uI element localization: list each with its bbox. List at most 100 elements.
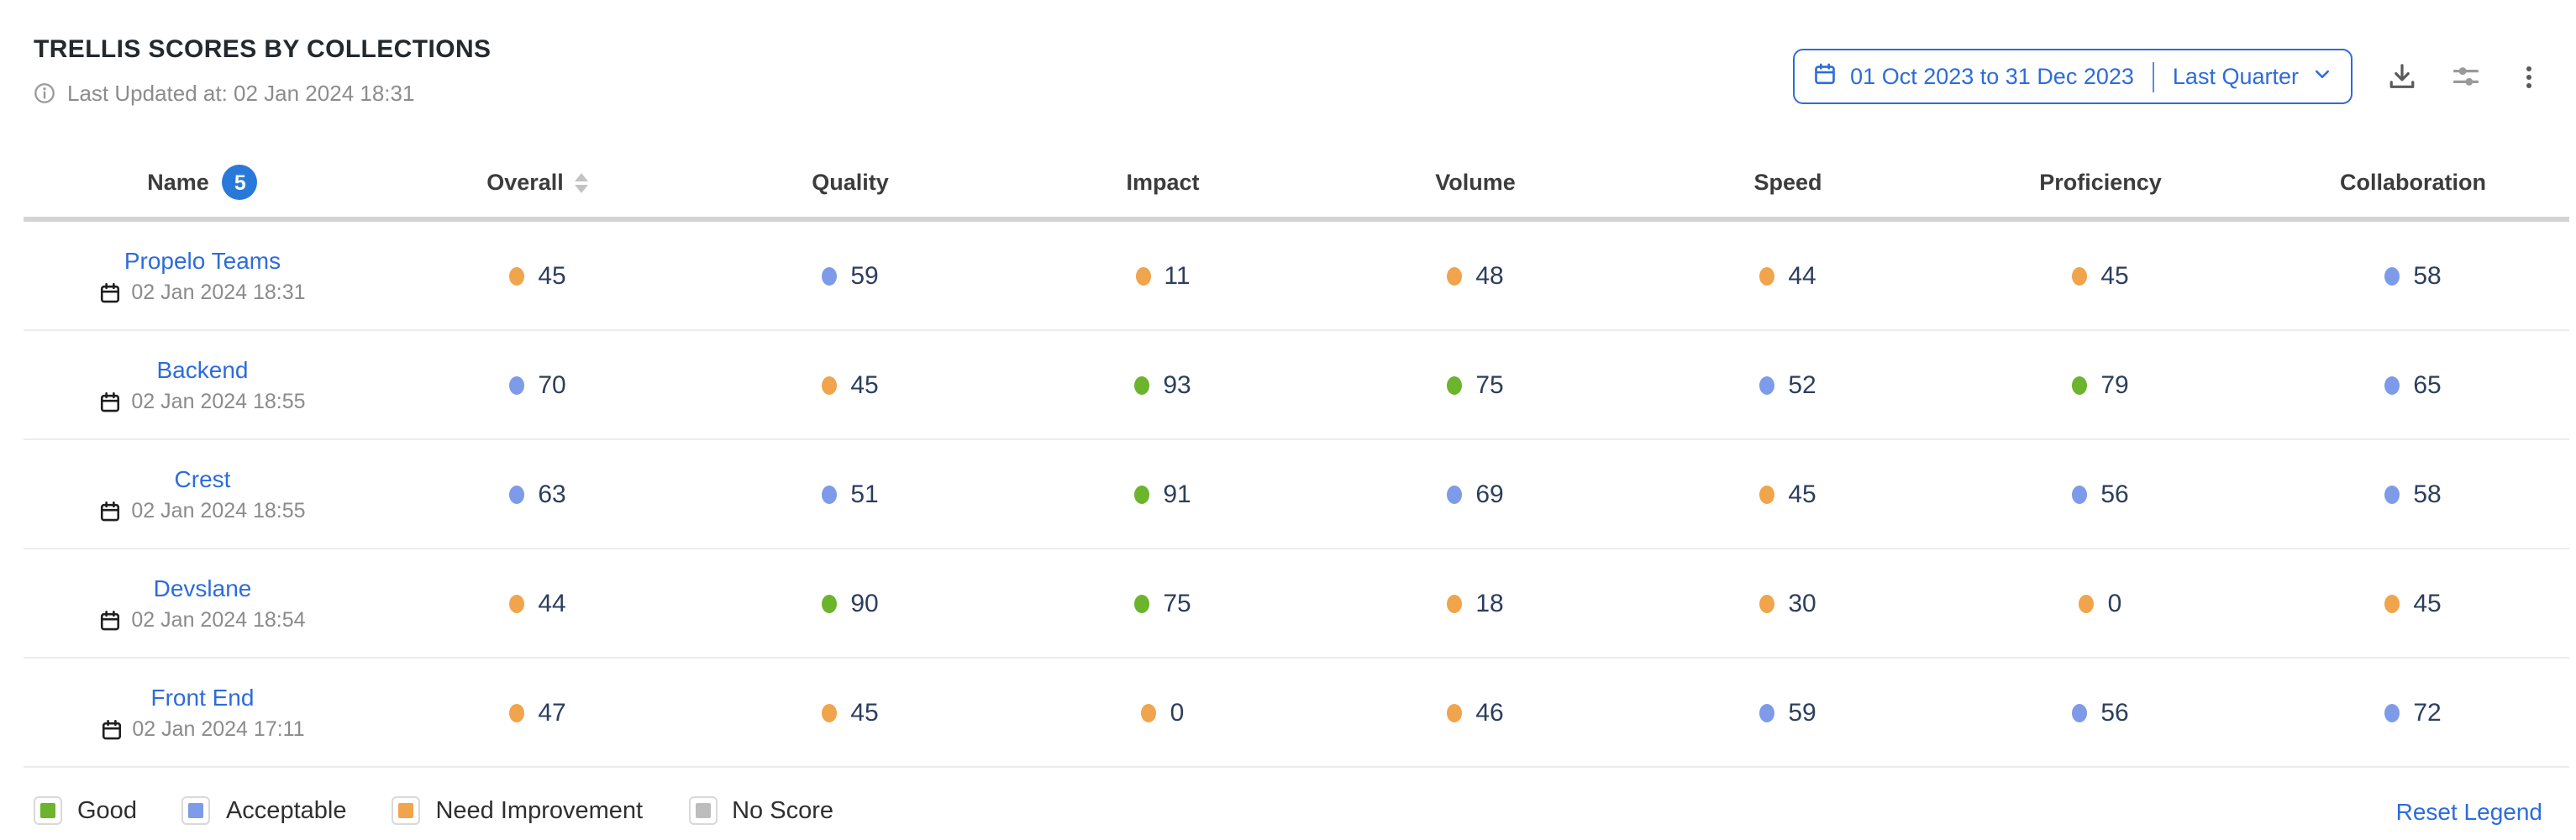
row-count-badge: 5 (222, 165, 258, 200)
score-value: 58 (2413, 480, 2442, 508)
score-value: 79 (2100, 370, 2129, 399)
score-dot (1134, 375, 1150, 394)
column-header-speed: Speed (1632, 170, 1944, 195)
score-dot (1447, 703, 1463, 722)
column-label: Collaboration (2340, 170, 2486, 195)
legend-label: Need Improvement (435, 797, 644, 824)
column-label: Overall (486, 170, 564, 195)
score-value: 44 (1788, 261, 1816, 290)
score-dot (1134, 594, 1150, 612)
score-dot (1447, 266, 1463, 285)
score-dot (2384, 375, 2400, 394)
info-icon[interactable] (34, 82, 55, 104)
column-header-collaboration: Collaboration (2257, 170, 2569, 195)
reset-legend-link[interactable]: Reset Legend (2395, 797, 2542, 824)
score-dot (1135, 266, 1151, 285)
score-cell-quality: 45 (694, 331, 1007, 438)
score-cell-speed: 59 (1632, 659, 1944, 766)
score-dot (1447, 594, 1463, 612)
table-header-row: Name 5 Overall Quality Impact Volume Speed Prof… (24, 148, 2569, 222)
divider (2152, 61, 2154, 92)
legend-item-no-score[interactable]: No Score (688, 796, 833, 825)
column-header-volume: Volume (1319, 170, 1632, 195)
score-cell-overall: 44 (381, 549, 694, 657)
row-updated-text: 02 Jan 2024 18:31 (131, 281, 306, 304)
column-header-overall[interactable]: Overall (381, 170, 694, 195)
score-cell-speed: 44 (1632, 222, 1944, 329)
legend-swatch (688, 796, 718, 825)
row-updated: 02 Jan 2024 18:54 (99, 608, 306, 632)
table-row: Front End 02 Jan 2024 17:11 47 45 0 46 59 56 72 (24, 659, 2569, 768)
score-value: 75 (1475, 370, 1504, 399)
column-label: Speed (1753, 170, 1822, 195)
score-dot (2384, 703, 2400, 722)
sort-carets-icon[interactable] (575, 172, 589, 192)
score-value: 45 (2100, 261, 2129, 290)
table-row: Backend 02 Jan 2024 18:55 70 45 93 75 52 79 65 (24, 331, 2569, 440)
collection-link[interactable]: Backend (156, 356, 249, 383)
score-value: 18 (1475, 589, 1504, 617)
score-cell-speed: 30 (1632, 549, 1944, 657)
score-value: 58 (2413, 261, 2442, 290)
legend-item-good[interactable]: Good (34, 796, 137, 825)
score-dot (2384, 266, 2400, 285)
collection-link[interactable]: Front End (150, 684, 255, 711)
score-dot (1447, 485, 1463, 503)
score-cell-collaboration: 45 (2257, 549, 2569, 657)
widget-controls: 01 Oct 2023 to 31 Dec 2023 Last Quarter (1793, 49, 2542, 104)
score-dot (509, 485, 525, 503)
score-value: 52 (1788, 370, 1816, 399)
row-updated-text: 02 Jan 2024 18:55 (131, 499, 306, 522)
column-label: Proficiency (2039, 170, 2162, 195)
column-header-impact: Impact (1007, 170, 1319, 195)
name-cell: Devslane 02 Jan 2024 18:54 (24, 549, 381, 657)
score-value: 51 (850, 480, 879, 508)
collection-link[interactable]: Devslane (153, 575, 252, 601)
collection-link[interactable]: Propelo Teams (124, 247, 281, 274)
score-cell-overall: 47 (381, 659, 694, 766)
score-dot (2072, 375, 2088, 394)
score-cell-speed: 52 (1632, 331, 1944, 438)
sliders-icon[interactable] (2452, 62, 2480, 91)
row-updated-text: 02 Jan 2024 18:55 (131, 390, 306, 413)
row-updated-text: 02 Jan 2024 17:11 (132, 717, 305, 741)
score-dot (822, 703, 838, 722)
score-cell-proficiency: 45 (1944, 222, 2257, 329)
score-cell-quality: 59 (694, 222, 1007, 329)
legend-item-need-improvement[interactable]: Need Improvement (392, 796, 643, 825)
row-updated-text: 02 Jan 2024 18:54 (131, 608, 306, 632)
score-cell-impact: 93 (1007, 331, 1319, 438)
score-dot (1759, 375, 1775, 394)
download-button[interactable] (2388, 62, 2416, 91)
score-value: 90 (850, 589, 879, 617)
calendar-icon (100, 718, 122, 740)
column-header-quality: Quality (694, 170, 1007, 195)
score-cell-collaboration: 58 (2257, 440, 2569, 548)
chevron-down-icon (2312, 64, 2332, 89)
legend-label: Good (77, 797, 137, 824)
table-row: Crest 02 Jan 2024 18:55 63 51 91 69 45 56 58 (24, 440, 2569, 549)
score-dot (509, 594, 525, 612)
legend-item-acceptable[interactable]: Acceptable (181, 796, 347, 825)
score-cell-quality: 51 (694, 440, 1007, 548)
legend-label: Acceptable (225, 797, 347, 824)
calendar-icon (99, 609, 121, 631)
legend-swatch (34, 796, 62, 825)
date-range-picker[interactable]: 01 Oct 2023 to 31 Dec 2023 Last Quarter (1793, 49, 2353, 104)
column-label: Volume (1435, 170, 1516, 195)
kebab-menu-icon[interactable] (2516, 63, 2542, 90)
score-value: 45 (1788, 480, 1816, 508)
column-label: Quality (812, 170, 889, 195)
score-value: 30 (1788, 589, 1816, 617)
collection-link[interactable]: Crest (174, 465, 231, 492)
row-updated: 02 Jan 2024 18:55 (99, 499, 306, 522)
name-cell: Crest 02 Jan 2024 18:55 (24, 440, 381, 548)
legend-swatch (181, 796, 211, 825)
widget-footer: Good Acceptable Need Improvement No Score R… (0, 768, 2576, 825)
score-value: 45 (850, 698, 879, 727)
title-block: TRELLIS SCORES BY COLLECTIONS Last Updat… (34, 35, 491, 106)
score-cell-quality: 45 (694, 659, 1007, 766)
row-updated: 02 Jan 2024 17:11 (100, 717, 305, 741)
score-dot (2072, 485, 2088, 503)
